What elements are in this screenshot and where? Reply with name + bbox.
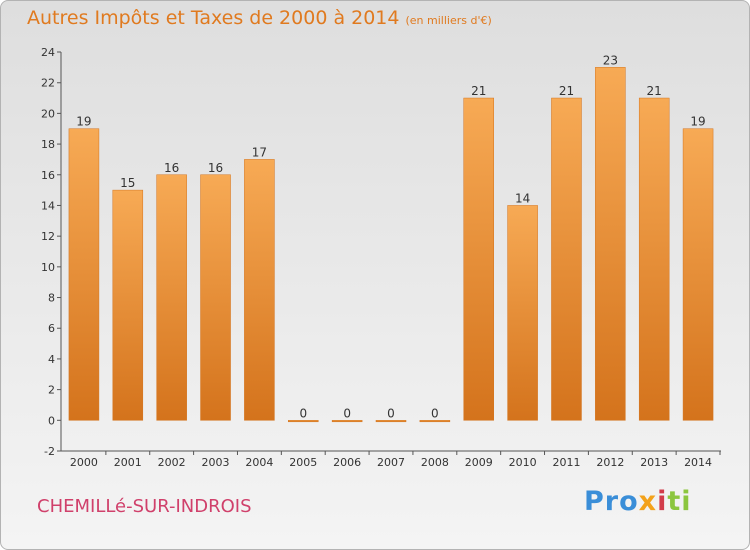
x-tick-label: 2001 bbox=[114, 456, 142, 469]
place-name: CHEMILLé-SUR-INDROIS bbox=[37, 496, 252, 517]
y-tick-label: -2 bbox=[44, 445, 55, 458]
x-tick-label: 2006 bbox=[333, 456, 361, 469]
x-tick-label: 2011 bbox=[552, 456, 580, 469]
chart-title: Autres Impôts et Taxes de 2000 à 2014 (en… bbox=[27, 7, 492, 29]
y-tick-label: 12 bbox=[41, 230, 55, 243]
bar-value-label: 16 bbox=[164, 161, 179, 175]
bar-value-label: 0 bbox=[431, 406, 439, 420]
bar-value-label: 21 bbox=[471, 84, 486, 98]
bar bbox=[288, 420, 319, 423]
value-labels: 19 15 16 16 17 0 0 0 0 21 14 21 23 21 19 bbox=[76, 53, 705, 420]
x-tick-label: 2014 bbox=[684, 456, 712, 469]
bar bbox=[682, 128, 714, 421]
bar bbox=[68, 128, 100, 421]
bar-value-label: 15 bbox=[120, 176, 135, 190]
bar bbox=[156, 174, 187, 421]
bar-value-label: 17 bbox=[252, 145, 267, 159]
y-tick-label: 24 bbox=[41, 46, 55, 59]
bar-value-label: 0 bbox=[299, 406, 307, 420]
bar-value-label: 0 bbox=[343, 406, 351, 420]
bars bbox=[68, 67, 714, 423]
logo-part-2: x bbox=[638, 486, 658, 517]
x-tick-label: 2002 bbox=[158, 456, 186, 469]
y-tick-label: 8 bbox=[48, 292, 55, 305]
bar bbox=[595, 67, 626, 421]
bar-value-label: 16 bbox=[208, 161, 223, 175]
x-tick-label: 2010 bbox=[509, 456, 537, 469]
y-tick-label: 14 bbox=[41, 199, 55, 212]
x-tick-label: 2012 bbox=[596, 456, 624, 469]
bar bbox=[200, 174, 231, 421]
y-tick-label: 20 bbox=[41, 107, 55, 120]
bar bbox=[244, 159, 275, 421]
bar-value-label: 14 bbox=[515, 191, 530, 205]
bar bbox=[375, 420, 407, 423]
x-tick-label: 2003 bbox=[202, 456, 230, 469]
x-tick-label: 2013 bbox=[640, 456, 668, 469]
x-tick-label: 2005 bbox=[289, 456, 317, 469]
bar-value-label: 19 bbox=[690, 115, 705, 129]
y-tick-label: 22 bbox=[41, 77, 55, 90]
bar-value-label: 21 bbox=[647, 84, 662, 98]
bar bbox=[419, 420, 451, 423]
y-tick-label: 4 bbox=[48, 353, 55, 366]
bar bbox=[507, 205, 538, 421]
y-tick-label: 18 bbox=[41, 138, 55, 151]
x-tick-label: 2000 bbox=[70, 456, 98, 469]
proxiti-logo: Proxiti bbox=[584, 486, 692, 517]
y-tick-label: 0 bbox=[48, 414, 55, 427]
bar-value-label: 0 bbox=[387, 406, 395, 420]
bar-value-label: 21 bbox=[559, 84, 574, 98]
bar-value-label: 19 bbox=[76, 115, 91, 129]
bar bbox=[463, 97, 494, 421]
x-tick-label: 2008 bbox=[421, 456, 449, 469]
bar bbox=[638, 97, 670, 421]
logo-part-1: Pro bbox=[584, 486, 639, 517]
logo-part-3: i bbox=[657, 486, 668, 517]
y-tick-label: 10 bbox=[41, 261, 55, 274]
logo-part-4: ti bbox=[667, 486, 692, 517]
chart-subtitle: (en milliers d'€) bbox=[405, 14, 492, 27]
title-text: Autres Impôts et Taxes de 2000 à 2014 bbox=[27, 7, 400, 29]
x-tick-label: 2004 bbox=[245, 456, 273, 469]
y-tick-label: 16 bbox=[41, 169, 55, 182]
bar-value-label: 23 bbox=[603, 53, 618, 67]
bar bbox=[112, 189, 144, 421]
x-tick-label: 2007 bbox=[377, 456, 405, 469]
bar bbox=[331, 420, 363, 423]
x-tick-label: 2009 bbox=[465, 456, 493, 469]
bar bbox=[551, 97, 582, 421]
y-tick-label: 2 bbox=[48, 384, 55, 397]
y-tick-label: 6 bbox=[48, 322, 55, 335]
